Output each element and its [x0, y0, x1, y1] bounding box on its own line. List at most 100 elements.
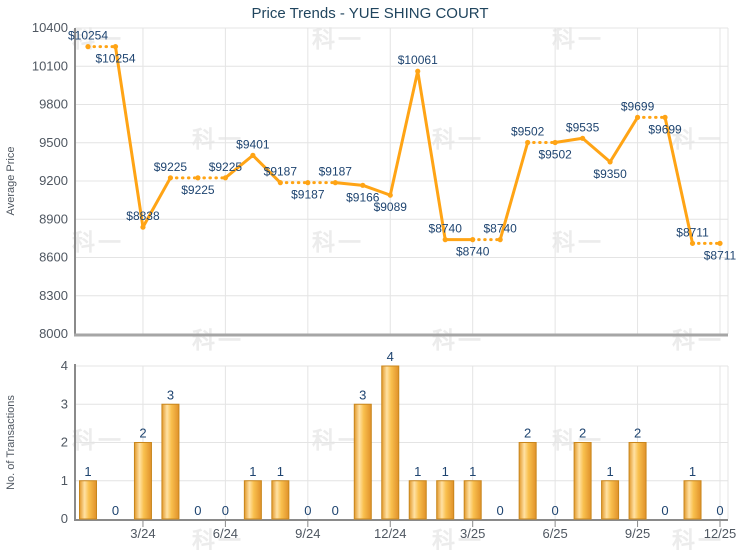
- bar-value-label: 0: [222, 503, 229, 518]
- transactions-y-tick-label: 1: [61, 473, 68, 488]
- price-point-marker: [250, 152, 256, 158]
- price-point-label: $10061: [398, 53, 438, 67]
- watermark-text: 科一: [192, 527, 244, 550]
- bar-value-label: 2: [579, 426, 586, 441]
- price-point-marker: [387, 192, 393, 198]
- price-y-tick-label: 9500: [39, 135, 68, 150]
- price-y-tick-label: 8300: [39, 288, 68, 303]
- bar-value-label: 0: [194, 503, 201, 518]
- transaction-bar: [161, 403, 180, 520]
- price-point-marker: [470, 237, 476, 243]
- price-point-label: $8740: [483, 222, 517, 236]
- chart-title: Price Trends - YUE SHING COURT: [251, 5, 489, 22]
- price-point-label: $9699: [621, 99, 655, 113]
- watermark-text: 科一: [672, 527, 724, 550]
- bar-value-label: 1: [689, 464, 696, 479]
- transactions-axis-title: No. of Transactions: [5, 395, 17, 490]
- price-y-tick-label: 10100: [32, 58, 68, 73]
- price-point-label: $9401: [236, 137, 270, 151]
- transaction-bar: [271, 480, 290, 520]
- price-point-label: $8711: [704, 248, 737, 262]
- bar-value-label: 0: [552, 503, 559, 518]
- price-point-label: $9187: [291, 188, 325, 202]
- transaction-bar: [79, 480, 97, 520]
- transaction-bar: [628, 442, 647, 520]
- price-point-label: $9535: [566, 120, 600, 134]
- bar-value-label: 0: [332, 503, 339, 518]
- price-y-tick-label: 9200: [39, 173, 68, 188]
- transaction-bar: [436, 480, 455, 520]
- price-point-label: $9187: [264, 165, 298, 179]
- bar-value-label: 2: [634, 426, 641, 441]
- price-line-segment: [388, 69, 420, 197]
- price-point-marker: [607, 159, 613, 165]
- price-point-label: $9187: [319, 165, 353, 179]
- price-line-segment: [251, 153, 282, 185]
- bar-value-label: 2: [524, 426, 531, 441]
- price-line-segment: [361, 183, 392, 197]
- bar-value-label: 1: [249, 464, 256, 479]
- price-point-label: $9699: [648, 122, 682, 136]
- price-point-label: $9166: [346, 190, 380, 204]
- transaction-bar: [683, 480, 702, 520]
- bar-value-label: 0: [304, 503, 311, 518]
- price-point-label: $10254: [95, 52, 135, 66]
- price-line-segment: [333, 181, 365, 187]
- transaction-bar: [601, 480, 620, 520]
- price-y-tick-label: 9800: [39, 97, 68, 112]
- price-point-marker: [415, 68, 421, 74]
- price-point-label: $9225: [209, 160, 243, 174]
- price-point-marker: [442, 237, 448, 243]
- transaction-bar: [518, 442, 537, 520]
- bar-value-label: 0: [661, 503, 668, 518]
- price-point-marker: [360, 182, 366, 188]
- price-point-marker: [332, 180, 338, 186]
- x-tick-label: 3/24: [130, 526, 155, 541]
- price-point-marker: [634, 114, 641, 120]
- transactions-y-tick-label: 4: [61, 358, 68, 373]
- price-line-segment: [608, 115, 640, 164]
- price-point-marker: [689, 240, 696, 246]
- price-line-segment: [581, 136, 612, 164]
- bar-value-label: 2: [139, 426, 146, 441]
- price-point-label: $9502: [538, 147, 572, 161]
- watermark-text: 科一: [552, 229, 604, 255]
- price-line-segment: [498, 140, 530, 242]
- transaction-bar: [243, 480, 262, 520]
- price-line-segment: [553, 136, 585, 144]
- bar-value-label: 3: [359, 387, 366, 402]
- watermark-text: 科一: [312, 26, 364, 52]
- price-point-marker: [277, 180, 283, 186]
- price-line-segment: [223, 153, 255, 180]
- watermark-text: 科一: [672, 327, 724, 353]
- price-point-marker: [112, 44, 119, 50]
- price-point-marker: [497, 237, 503, 243]
- price-y-tick-label: 10400: [32, 20, 68, 35]
- price-point-label: $9350: [593, 167, 627, 181]
- watermark-text: 科一: [672, 126, 724, 152]
- bar-value-label: 1: [84, 464, 91, 479]
- price-point-marker: [552, 139, 558, 146]
- price-line-segment: [113, 45, 145, 229]
- price-point-label: $8711: [676, 225, 709, 239]
- x-tick-label: 9/24: [295, 526, 320, 541]
- bar-value-label: 1: [606, 464, 613, 479]
- watermark-text: 科一: [432, 527, 484, 550]
- price-point-marker: [222, 175, 228, 181]
- price-point-label: $9225: [181, 183, 215, 197]
- watermark-text: 科一: [312, 229, 364, 255]
- transaction-bar: [353, 403, 372, 520]
- transactions-y-tick-label: 3: [61, 396, 68, 411]
- price-point-label: $8838: [126, 209, 160, 223]
- x-tick-label: 9/25: [625, 526, 650, 541]
- price-point-marker: [140, 224, 146, 230]
- bar-value-label: 1: [469, 464, 476, 479]
- transactions-y-tick-label: 2: [61, 435, 68, 450]
- bar-value-label: 4: [387, 349, 394, 364]
- bar-value-label: 1: [442, 464, 449, 479]
- bar-value-label: 1: [414, 464, 421, 479]
- bar-value-label: 0: [716, 503, 723, 518]
- price-point-label: $9225: [154, 160, 188, 174]
